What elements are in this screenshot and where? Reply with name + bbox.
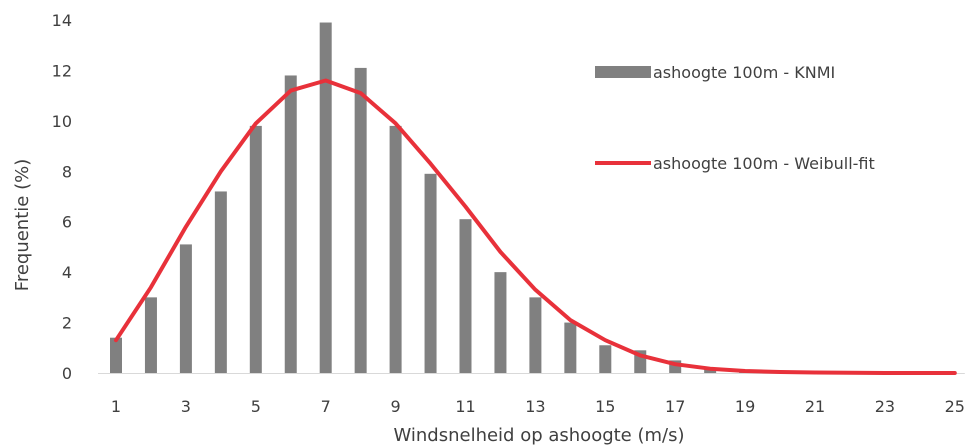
- x-tick-label: 9: [391, 397, 401, 416]
- x-tick-label: 11: [455, 397, 475, 416]
- y-tick-label: 12: [52, 61, 72, 80]
- legend-swatch-knmi: [595, 66, 651, 78]
- bar-1: [110, 337, 122, 373]
- bar-2: [144, 297, 157, 373]
- legend: ashoogte 100m - KNMI ashoogte 100m - Wei…: [595, 63, 875, 173]
- bar-8: [354, 67, 367, 374]
- y-tick-label: 8: [62, 162, 72, 181]
- bar-9: [389, 125, 402, 374]
- bar-14: [564, 322, 577, 373]
- x-tick-label: 3: [181, 397, 191, 416]
- x-tick-label: 7: [321, 397, 331, 416]
- x-tick-label: 21: [805, 397, 825, 416]
- bar-10: [424, 173, 437, 373]
- legend-label-weibull: ashoogte 100m - Weibull-fit: [653, 154, 875, 173]
- x-tick-label: 1: [111, 397, 121, 416]
- legend-label-knmi: ashoogte 100m - KNMI: [653, 63, 835, 82]
- bar-12: [494, 272, 507, 373]
- x-tick-label: 5: [251, 397, 261, 416]
- x-tick-label: 17: [665, 397, 685, 416]
- x-axis-title: Windsnelheid op ashoogte (m/s): [393, 425, 684, 446]
- x-tick-label: 19: [735, 397, 755, 416]
- bar-6: [284, 75, 297, 373]
- weibull-fit-line: [114, 78, 957, 375]
- y-axis-title: Frequentie (%): [12, 159, 33, 291]
- y-tick-label: 4: [62, 263, 72, 282]
- x-tick-label: 25: [945, 397, 965, 416]
- y-tick-label: 10: [52, 112, 72, 131]
- x-tick-labels: 1 3 5 7 9 11 13 15 17 19 21 23 25: [111, 397, 965, 416]
- y-tick-label: 6: [62, 213, 72, 232]
- bar-11: [459, 219, 472, 373]
- bar-15: [599, 345, 612, 373]
- y-tick-labels: 0 2 4 6 8 10 12 14: [52, 11, 72, 383]
- bar-5: [249, 125, 262, 374]
- y-tick-label: 14: [52, 11, 72, 30]
- x-tick-label: 23: [875, 397, 895, 416]
- x-tick-label: 13: [525, 397, 545, 416]
- bar-7: [319, 22, 332, 374]
- bar-series: [110, 22, 821, 374]
- y-tick-label: 2: [62, 314, 72, 333]
- bar-4: [214, 191, 227, 373]
- x-tick-label: 15: [595, 397, 615, 416]
- y-tick-label: 0: [62, 364, 72, 383]
- bar-13: [529, 297, 542, 373]
- bar-3: [179, 244, 192, 373]
